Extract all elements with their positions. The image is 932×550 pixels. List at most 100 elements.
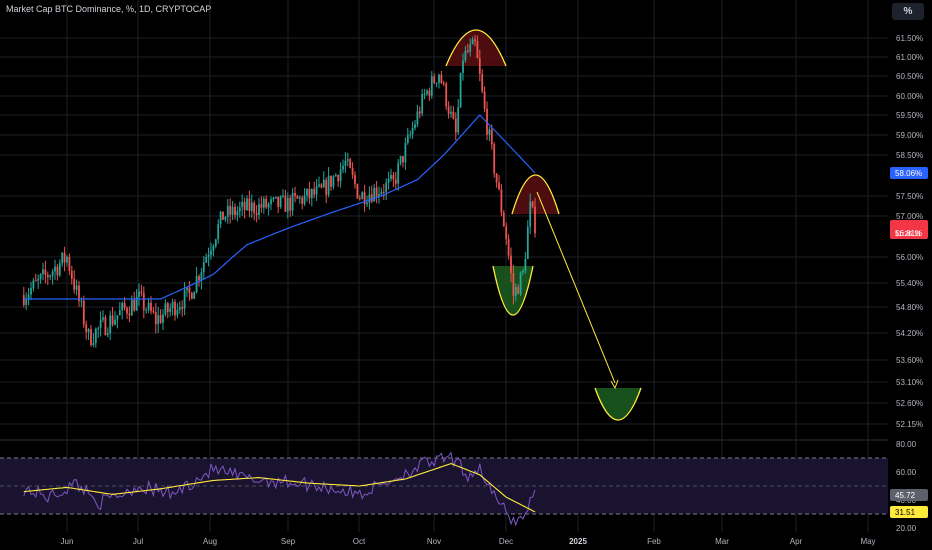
candle-body: [356, 184, 359, 199]
candle-body: [346, 159, 349, 161]
candle-body: [418, 111, 421, 114]
candle-body: [174, 301, 176, 316]
candle-body: [426, 90, 428, 94]
candle-body: [39, 274, 42, 280]
candle-body: [126, 308, 128, 314]
candle-body: [397, 163, 400, 184]
candle-body: [378, 194, 380, 197]
price-tick-label: 61.00%: [896, 53, 923, 62]
candle-body: [166, 303, 169, 312]
candle-body: [193, 291, 196, 299]
candle-body: [188, 287, 191, 293]
price-tick-label: 56.00%: [896, 253, 923, 262]
candle-body: [265, 198, 268, 208]
candle-body: [152, 311, 155, 313]
rsi-ma-value-tag: 31.51: [895, 508, 916, 517]
candle-body: [531, 201, 534, 207]
candle-body: [394, 179, 397, 184]
price-tick-label: 55.40%: [896, 279, 923, 288]
candle-body: [298, 197, 301, 199]
candle-body: [387, 178, 390, 183]
candle-body: [495, 173, 498, 183]
candle-body: [327, 175, 330, 195]
candle-body: [68, 256, 71, 271]
candle-body: [111, 315, 114, 325]
last-price-tag: 56.81%: [895, 229, 922, 238]
candle-body: [56, 266, 59, 276]
candle-body: [440, 74, 443, 84]
candle-body: [296, 195, 299, 199]
candle-body: [22, 295, 25, 305]
candle-body: [478, 58, 481, 74]
candle-body: [370, 194, 373, 202]
candle-body: [322, 179, 325, 188]
candle-body: [267, 204, 270, 208]
candle-body: [342, 165, 344, 170]
candle-body: [66, 256, 68, 263]
candle-body: [433, 76, 436, 84]
price-tick-label: 53.60%: [896, 356, 923, 365]
candle-body: [154, 312, 157, 325]
candle-body: [241, 201, 244, 208]
candle-body: [462, 60, 464, 73]
candle-body: [289, 197, 292, 211]
candle-body: [402, 156, 404, 163]
candle-body: [279, 196, 282, 207]
candle-body: [234, 206, 236, 216]
candle-body: [483, 91, 486, 109]
candle-body: [222, 211, 224, 220]
candle-body: [277, 196, 280, 207]
candle-body: [339, 169, 342, 182]
candle-body: [243, 201, 246, 211]
candle-body: [505, 226, 508, 240]
candle-body: [404, 142, 407, 163]
candle-body: [373, 187, 376, 202]
candle-body: [169, 308, 172, 312]
candle-body: [351, 167, 354, 175]
candle-body: [30, 288, 32, 295]
candle-body: [49, 275, 52, 278]
candle-body: [459, 72, 462, 108]
candle-body: [236, 211, 239, 216]
candle-body: [248, 198, 251, 211]
candle-body: [447, 106, 450, 114]
candle-body: [94, 328, 97, 344]
candle-body: [54, 266, 56, 272]
candle-body: [332, 176, 335, 187]
candle-body: [385, 182, 388, 193]
candle-body: [78, 285, 80, 301]
candle-body: [140, 291, 143, 293]
candle-body: [291, 193, 294, 211]
candle-body: [363, 192, 366, 205]
candle-body: [514, 287, 517, 296]
candle-body: [37, 279, 40, 281]
candle-body: [210, 250, 212, 255]
candle-body: [178, 307, 181, 310]
rsi-tick-label: 20.00: [896, 524, 917, 533]
candle-body: [303, 195, 306, 204]
candle-body: [318, 184, 320, 187]
candle-body: [85, 324, 88, 332]
candle-body: [507, 239, 510, 256]
candle-body: [390, 174, 392, 179]
time-tick-label: 2025: [569, 537, 587, 546]
candle-body: [118, 310, 121, 316]
candle-body: [366, 202, 368, 205]
candle-body: [380, 191, 383, 195]
candle-body: [70, 270, 73, 279]
candle-body: [106, 333, 109, 336]
candle-body: [255, 213, 258, 215]
candle-body: [510, 255, 512, 274]
candle-body: [25, 298, 28, 305]
price-tick-label: 59.50%: [896, 111, 923, 120]
candle-body: [308, 188, 311, 199]
rsi-tick-label: 80.00: [896, 440, 917, 449]
candle-body: [320, 184, 323, 188]
percent-scale-button[interactable]: %: [892, 3, 924, 20]
candle-body: [430, 76, 433, 96]
candle-body: [116, 315, 119, 320]
candle-body: [147, 302, 150, 310]
candle-body: [142, 292, 145, 310]
price-tick-label: 54.20%: [896, 329, 923, 338]
